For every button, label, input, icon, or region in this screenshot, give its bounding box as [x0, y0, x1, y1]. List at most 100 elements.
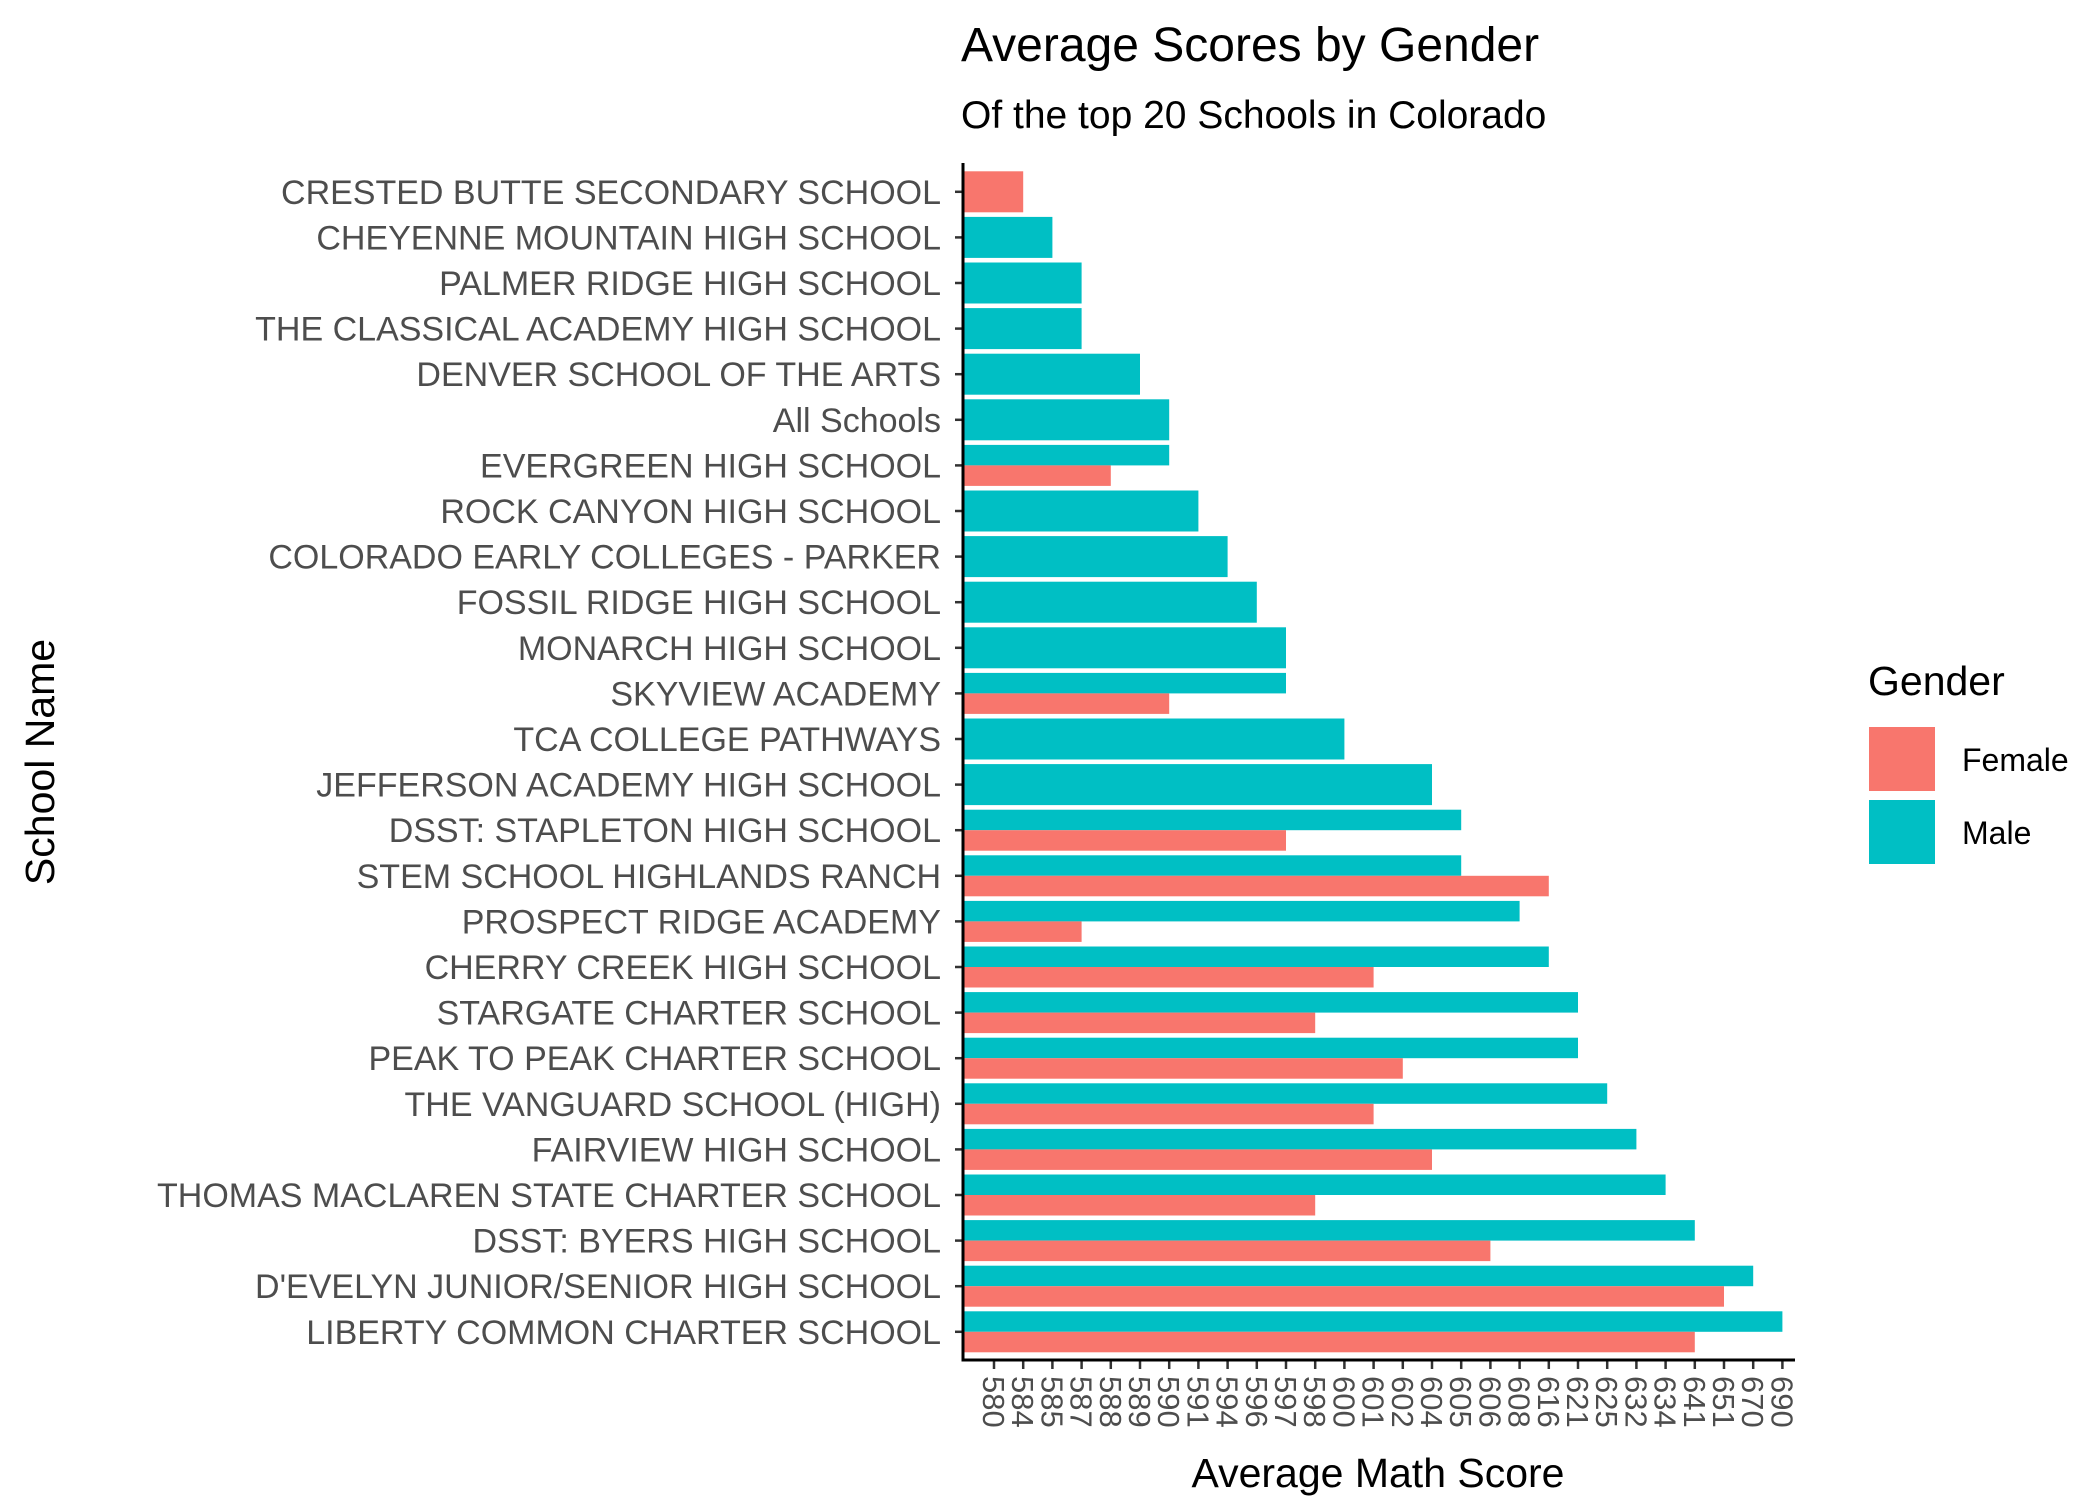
category-label: D'EVELYN JUNIOR/SENIOR HIGH SCHOOL — [255, 1268, 941, 1306]
bar-male-peak-to-peak-charter-school — [964, 1037, 1578, 1059]
category-label: ROCK CANYON HIGH SCHOOL — [440, 493, 941, 531]
bars-layer — [964, 171, 1783, 1353]
bar-male-evergreen-high-school — [964, 444, 1170, 466]
category-label: STEM SCHOOL HIGHLANDS RANCH — [357, 858, 941, 896]
category-label: CRESTED BUTTE SECONDARY SCHOOL — [281, 174, 941, 212]
category-label: PALMER RIDGE HIGH SCHOOL — [439, 265, 941, 303]
bar-male-the-classical-academy-high-school — [964, 308, 1082, 350]
bar-male-jefferson-academy-high-school — [964, 764, 1432, 806]
category-label: CHEYENNE MOUNTAIN HIGH SCHOOL — [316, 219, 941, 257]
bar-male-the-vanguard-school-high — [964, 1083, 1608, 1104]
category-label: PEAK TO PEAK CHARTER SCHOOL — [368, 1040, 941, 1078]
category-label: THOMAS MACLAREN STATE CHARTER SCHOOL — [157, 1177, 941, 1215]
x-tick-label: 598 — [1297, 1376, 1332, 1428]
category-label: MONARCH HIGH SCHOOL — [518, 630, 941, 668]
chart-title: Average Scores by Gender — [961, 19, 1539, 72]
bar-male-cherry-creek-high-school — [964, 946, 1549, 967]
bar-male-palmer-ridge-high-school — [964, 262, 1082, 304]
category-label: DSST: STAPLETON HIGH SCHOOL — [389, 812, 941, 850]
category-label: FAIRVIEW HIGH SCHOOL — [532, 1131, 941, 1169]
category-label: THE VANGUARD SCHOOL (HIGH) — [405, 1086, 941, 1124]
x-tick-label: 606 — [1472, 1376, 1507, 1428]
bar-female-evergreen-high-school — [964, 465, 1111, 486]
bar-male-dsst-byers-high-school — [964, 1220, 1695, 1241]
x-tick-label: 588 — [1093, 1376, 1128, 1428]
bar-male-dsst-stapleton-high-school — [964, 809, 1462, 831]
x-tick-label: 608 — [1502, 1376, 1537, 1428]
x-tick-label: 594 — [1210, 1376, 1245, 1428]
bar-female-the-vanguard-school-high — [964, 1103, 1374, 1125]
bar-female-prospect-ridge-academy — [964, 921, 1082, 942]
x-tick-label: 690 — [1764, 1376, 1799, 1428]
bar-male-fairview-high-school — [964, 1128, 1637, 1150]
x-tick-label: 580 — [976, 1376, 1011, 1428]
x-tick-label: 604 — [1414, 1376, 1449, 1428]
bar-male-denver-school-of-the-arts — [964, 353, 1140, 395]
category-label: PROSPECT RIDGE ACADEMY — [462, 903, 941, 941]
legend-label-female: Female — [1962, 742, 2069, 778]
bar-female-stargate-charter-school — [964, 1012, 1316, 1034]
legend: Gender Female Male — [1868, 658, 2069, 864]
x-tick-label: 641 — [1677, 1376, 1712, 1428]
x-tick-label: 605 — [1443, 1376, 1478, 1428]
category-label: All Schools — [773, 402, 941, 440]
category-label: DENVER SCHOOL OF THE ARTS — [416, 356, 941, 394]
x-tick-label: 596 — [1239, 1376, 1274, 1428]
x-tick-label: 591 — [1180, 1376, 1215, 1428]
bar-male-monarch-high-school — [964, 627, 1286, 669]
bar-female-crested-butte-secondary-school — [964, 171, 1024, 213]
bar-male-prospect-ridge-academy — [964, 900, 1520, 922]
x-tick-label: 625 — [1589, 1376, 1624, 1428]
x-tick-label: 590 — [1151, 1376, 1186, 1428]
bar-male-tca-college-pathways — [964, 718, 1345, 760]
x-tick-label: 601 — [1356, 1376, 1391, 1428]
x-tick-label: 616 — [1531, 1376, 1566, 1428]
bar-male-stargate-charter-school — [964, 992, 1578, 1013]
x-tick-label: 597 — [1268, 1376, 1303, 1428]
bar-male-d-evelyn-junior-senior-high-school — [964, 1265, 1754, 1287]
bar-male-liberty-common-charter-school — [964, 1311, 1783, 1332]
bar-female-dsst-stapleton-high-school — [964, 830, 1286, 851]
bar-female-thomas-maclaren-state-charter-school — [964, 1195, 1316, 1216]
legend-label-male: Male — [1962, 815, 2031, 851]
bar-female-stem-school-highlands-ranch — [964, 875, 1549, 897]
x-tick-label: 600 — [1326, 1376, 1361, 1428]
x-axis-title: Average Math Score — [1191, 1450, 1564, 1496]
x-tick-label: 585 — [1034, 1376, 1069, 1428]
category-label: THE CLASSICAL ACADEMY HIGH SCHOOL — [255, 311, 941, 349]
bar-male-colorado-early-colleges-parker — [964, 536, 1228, 578]
x-axis-ticks: 5805845855875885895905915945965975986006… — [976, 1360, 1799, 1428]
legend-swatch-female — [1869, 727, 1935, 791]
bar-male-skyview-academy — [964, 672, 1286, 694]
bar-female-dsst-byers-high-school — [964, 1240, 1491, 1262]
bar-male-thomas-maclaren-state-charter-school — [964, 1174, 1666, 1195]
category-label: TCA COLLEGE PATHWAYS — [513, 721, 941, 759]
bar-female-fairview-high-school — [964, 1149, 1432, 1170]
category-label: EVERGREEN HIGH SCHOOL — [480, 447, 941, 485]
legend-title: Gender — [1868, 658, 2005, 704]
x-tick-label: 587 — [1064, 1376, 1099, 1428]
category-label: LIBERTY COMMON CHARTER SCHOOL — [306, 1314, 941, 1352]
bar-male-fossil-ridge-high-school — [964, 581, 1257, 623]
category-label: SKYVIEW ACADEMY — [610, 675, 941, 713]
category-label: COLORADO EARLY COLLEGES - PARKER — [268, 539, 941, 577]
x-tick-label: 584 — [1005, 1376, 1040, 1428]
x-tick-label: 589 — [1122, 1376, 1157, 1428]
bar-female-cherry-creek-high-school — [964, 967, 1374, 988]
chart-subtitle: Of the top 20 Schools in Colorado — [961, 94, 1546, 137]
bar-male-rock-canyon-high-school — [964, 490, 1199, 532]
bar-female-d-evelyn-junior-senior-high-school — [964, 1286, 1724, 1307]
bar-male-all-schools — [964, 399, 1170, 441]
category-label: CHERRY CREEK HIGH SCHOOL — [425, 949, 941, 987]
bar-male-cheyenne-mountain-high-school — [964, 216, 1053, 258]
x-tick-label: 621 — [1560, 1376, 1595, 1428]
x-tick-label: 670 — [1735, 1376, 1770, 1428]
category-labels: CRESTED BUTTE SECONDARY SCHOOL CHEYENNE M… — [157, 174, 963, 1352]
category-label: STARGATE CHARTER SCHOOL — [437, 995, 941, 1033]
bar-female-peak-to-peak-charter-school — [964, 1058, 1403, 1079]
category-label: FOSSIL RIDGE HIGH SCHOOL — [457, 584, 941, 622]
x-tick-label: 632 — [1618, 1376, 1653, 1428]
x-tick-label: 634 — [1648, 1376, 1683, 1428]
category-label: JEFFERSON ACADEMY HIGH SCHOOL — [316, 767, 941, 805]
